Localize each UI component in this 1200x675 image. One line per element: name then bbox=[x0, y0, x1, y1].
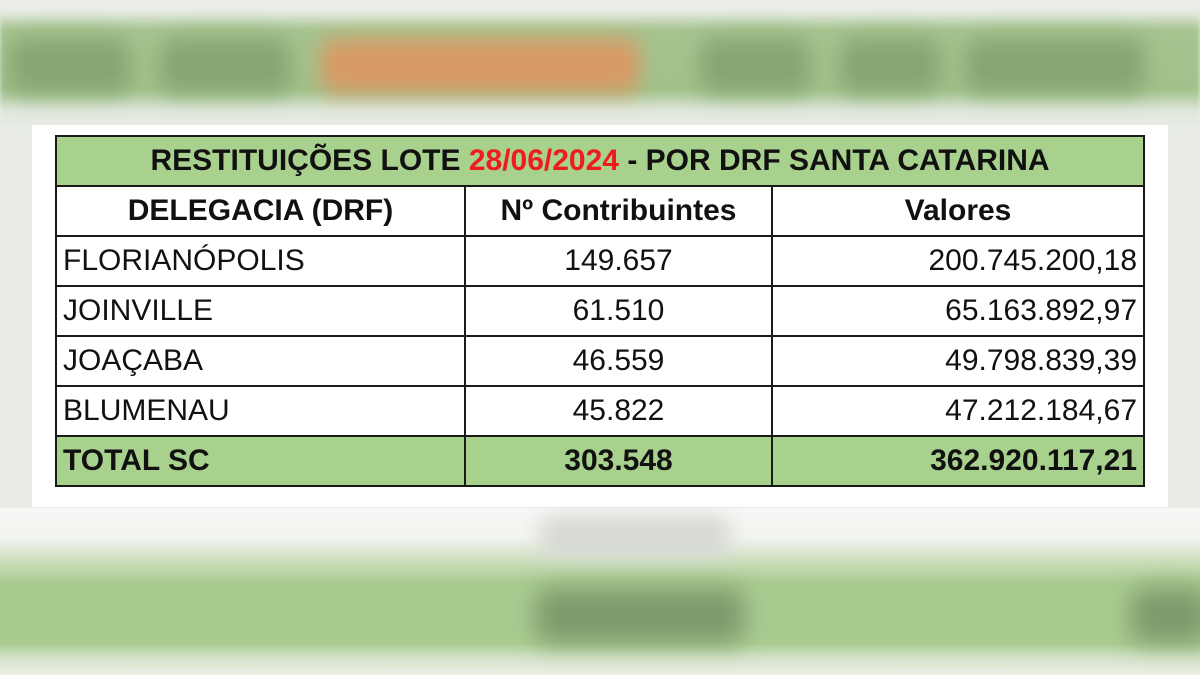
cell-delegacia: JOINVILLE bbox=[55, 285, 466, 337]
table-row: JOAÇABA 46.559 49.798.839,39 bbox=[55, 335, 1146, 387]
cell-valores: 49.798.839,39 bbox=[770, 335, 1146, 387]
table-row: JOINVILLE 61.510 65.163.892,97 bbox=[55, 285, 1146, 337]
blurred-cell bbox=[965, 38, 1145, 93]
table-card: RESTITUIÇÕES LOTE 28/06/2024 - POR DRF S… bbox=[32, 125, 1168, 507]
total-label: TOTAL SC bbox=[55, 435, 466, 487]
blurred-background-top bbox=[0, 0, 1200, 125]
blurred-cell bbox=[700, 38, 810, 93]
cell-contribuintes: 46.559 bbox=[464, 335, 773, 387]
blurred-highlight bbox=[320, 38, 640, 93]
blurred-cell bbox=[1130, 588, 1200, 643]
cell-contribuintes: 45.822 bbox=[464, 385, 773, 437]
table-title: RESTITUIÇÕES LOTE 28/06/2024 - POR DRF S… bbox=[54, 135, 1146, 187]
total-contribuintes: 303.548 bbox=[464, 435, 773, 487]
blurred-cell bbox=[535, 588, 745, 643]
blurred-cell bbox=[10, 38, 130, 93]
total-valores: 362.920.117,21 bbox=[770, 435, 1146, 487]
table-row: FLORIANÓPOLIS 149.657 200.745.200,18 bbox=[55, 235, 1146, 287]
cell-valores: 47.212.184,67 bbox=[770, 385, 1146, 437]
cell-contribuintes: 61.510 bbox=[464, 285, 773, 337]
title-prefix: RESTITUIÇÕES LOTE bbox=[150, 144, 469, 177]
header-delegacia: DELEGACIA (DRF) bbox=[55, 185, 466, 237]
blurred-cell bbox=[160, 38, 290, 93]
cell-delegacia: JOAÇABA bbox=[55, 335, 466, 387]
cell-valores: 200.745.200,18 bbox=[770, 235, 1146, 287]
blurred-cell bbox=[840, 38, 940, 93]
cell-contribuintes: 149.657 bbox=[464, 235, 773, 287]
header-contribuintes: Nº Contribuintes bbox=[464, 185, 773, 237]
column-header-row: DELEGACIA (DRF) Nº Contribuintes Valores bbox=[55, 185, 1146, 237]
table-row: BLUMENAU 45.822 47.212.184,67 bbox=[55, 385, 1146, 437]
cell-delegacia: BLUMENAU bbox=[55, 385, 466, 437]
title-suffix: - POR DRF SANTA CATARINA bbox=[619, 144, 1050, 177]
restituicoes-table: RESTITUIÇÕES LOTE 28/06/2024 - POR DRF S… bbox=[54, 135, 1146, 487]
header-valores: Valores bbox=[770, 185, 1146, 237]
blurred-background-bottom bbox=[0, 508, 1200, 675]
blurred-cell bbox=[540, 516, 730, 556]
table-title-row: RESTITUIÇÕES LOTE 28/06/2024 - POR DRF S… bbox=[54, 135, 1146, 187]
cell-valores: 65.163.892,97 bbox=[770, 285, 1146, 337]
title-date: 28/06/2024 bbox=[468, 144, 619, 177]
total-row: TOTAL SC 303.548 362.920.117,21 bbox=[55, 435, 1146, 487]
cell-delegacia: FLORIANÓPOLIS bbox=[55, 235, 466, 287]
